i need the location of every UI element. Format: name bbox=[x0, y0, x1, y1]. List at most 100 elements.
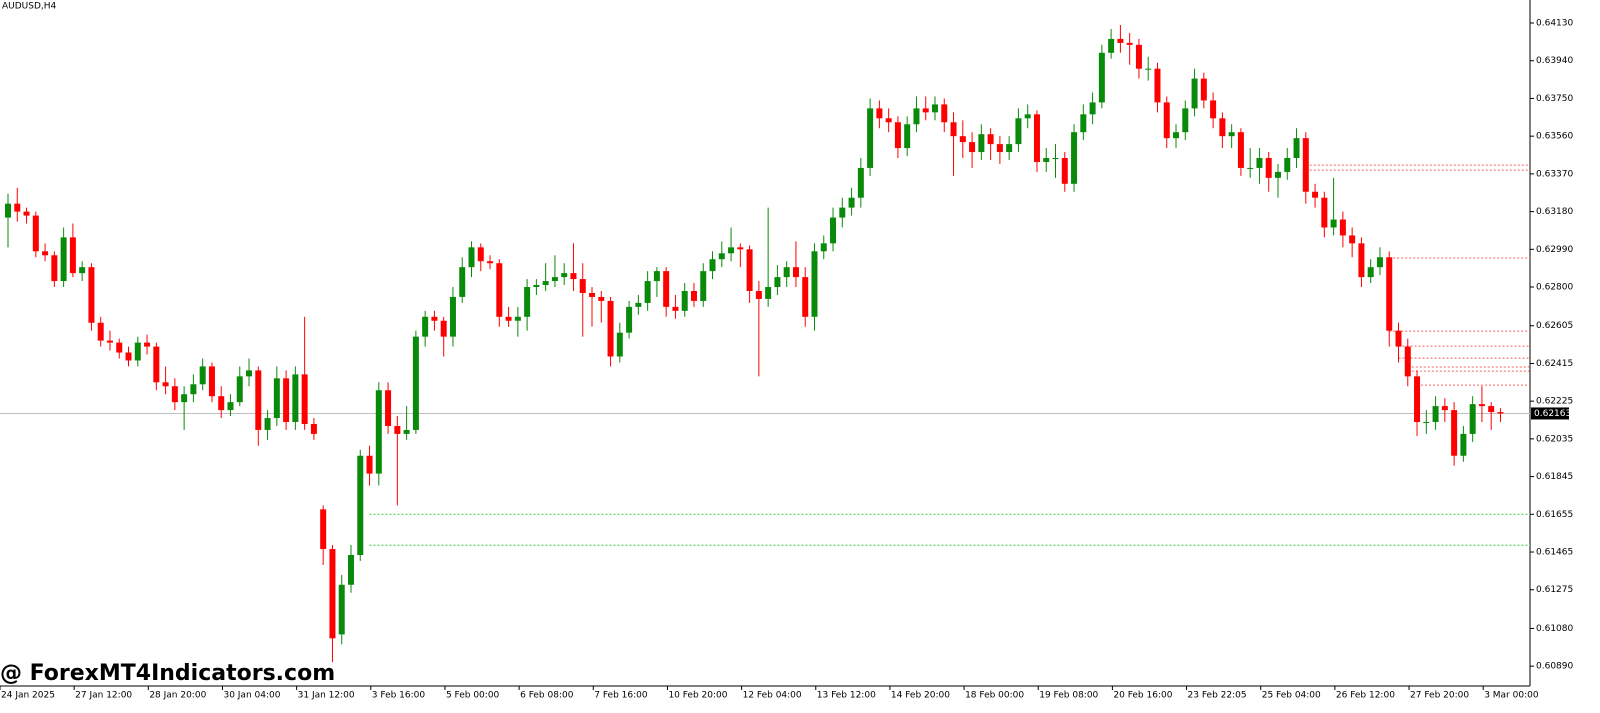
candle-body bbox=[1376, 257, 1383, 268]
candle-body bbox=[246, 370, 253, 377]
candle-body bbox=[1386, 257, 1393, 331]
y-tick-label: 0.61080 bbox=[1536, 624, 1573, 634]
candle-body bbox=[922, 108, 929, 113]
candle-body bbox=[51, 255, 58, 282]
x-tick-label: 3 Mar 00:00 bbox=[1484, 691, 1539, 701]
candle-body bbox=[950, 122, 957, 137]
candle-body bbox=[1080, 114, 1087, 133]
candle-body bbox=[598, 296, 605, 301]
x-tick-label: 30 Jan 04:00 bbox=[223, 691, 280, 701]
candle-body bbox=[792, 267, 799, 278]
x-tick-label: 27 Jan 12:00 bbox=[75, 691, 132, 701]
candle-body bbox=[23, 211, 30, 216]
candle-body bbox=[449, 296, 456, 337]
candle-body bbox=[885, 118, 892, 123]
y-tick-label: 0.63370 bbox=[1536, 169, 1573, 179]
y-tick-label: 0.64130 bbox=[1536, 19, 1573, 29]
candle-body bbox=[1061, 158, 1068, 184]
candle-body bbox=[802, 277, 809, 317]
candle-body bbox=[579, 279, 586, 293]
candle-body bbox=[208, 366, 215, 397]
candle-body bbox=[867, 108, 874, 168]
x-tick-label: 7 Feb 16:00 bbox=[594, 691, 648, 701]
y-tick-label: 0.61275 bbox=[1536, 585, 1573, 595]
candle-body bbox=[653, 271, 660, 282]
candle-body bbox=[1033, 114, 1040, 162]
candle-body bbox=[283, 378, 290, 423]
candle-body bbox=[60, 237, 67, 282]
candle-body bbox=[561, 273, 568, 278]
candle-body bbox=[1414, 376, 1421, 423]
x-tick-label: 13 Feb 12:00 bbox=[817, 691, 876, 701]
candle-body bbox=[1293, 138, 1300, 159]
candle-body bbox=[14, 203, 21, 212]
candle-body bbox=[700, 271, 707, 301]
candle-body bbox=[894, 122, 901, 149]
candle-body bbox=[1071, 132, 1078, 184]
candle-body bbox=[1098, 52, 1105, 103]
y-tick-label: 0.62800 bbox=[1536, 283, 1573, 293]
y-tick-label: 0.63750 bbox=[1536, 94, 1573, 104]
candle-body bbox=[116, 342, 123, 353]
x-tick-label: 25 Feb 04:00 bbox=[1262, 691, 1321, 701]
y-tick-label: 0.61845 bbox=[1536, 472, 1573, 482]
symbol-label: AUDUSD,H4 bbox=[2, 2, 57, 12]
candle-body bbox=[273, 378, 280, 419]
candle-body bbox=[1432, 406, 1439, 423]
x-tick-label: 28 Jan 20:00 bbox=[149, 691, 206, 701]
candle-body bbox=[1321, 197, 1328, 228]
candle-body bbox=[681, 290, 688, 311]
candle-body bbox=[1173, 132, 1180, 139]
candle-body bbox=[477, 247, 484, 262]
candle-body bbox=[765, 287, 772, 299]
candle-body bbox=[1395, 330, 1402, 347]
candle-body bbox=[227, 402, 234, 411]
candle-body bbox=[1256, 158, 1263, 168]
candle-body bbox=[1191, 78, 1198, 109]
y-tick-label: 0.62415 bbox=[1536, 359, 1573, 369]
candle-body bbox=[468, 247, 475, 268]
candle-body bbox=[1497, 412, 1504, 414]
x-tick-label: 14 Feb 20:00 bbox=[891, 691, 950, 701]
candle-body bbox=[672, 306, 679, 311]
candle-body bbox=[218, 396, 225, 411]
candle-body bbox=[496, 263, 503, 317]
candle-body bbox=[181, 394, 188, 403]
candle-body bbox=[626, 306, 633, 333]
y-tick-label: 0.62035 bbox=[1536, 434, 1573, 444]
candle-body bbox=[1284, 158, 1291, 172]
candle-body bbox=[904, 124, 911, 149]
candle-body bbox=[5, 203, 11, 218]
candle-body bbox=[635, 302, 642, 307]
candle-body bbox=[338, 584, 345, 635]
candle-body bbox=[718, 253, 725, 260]
candle-body bbox=[1052, 158, 1059, 160]
candle-body bbox=[412, 336, 419, 430]
candle-body bbox=[1460, 433, 1467, 456]
x-tick-label: 6 Feb 08:00 bbox=[520, 691, 574, 701]
candle-body bbox=[1265, 158, 1272, 178]
candle-body bbox=[1163, 102, 1170, 139]
candle-body bbox=[709, 259, 716, 272]
candle-body bbox=[264, 418, 271, 430]
candle-body bbox=[431, 316, 438, 321]
candle-body bbox=[394, 425, 401, 434]
candle-body bbox=[1089, 102, 1096, 115]
x-tick-label: 24 Jan 2025 bbox=[1, 691, 55, 701]
candle-body bbox=[1015, 118, 1022, 145]
candle-body bbox=[1441, 406, 1448, 411]
candle-body bbox=[366, 455, 373, 474]
candle-body bbox=[375, 390, 382, 474]
candle-body bbox=[969, 142, 976, 153]
candle-body bbox=[811, 251, 818, 317]
candle-body bbox=[162, 382, 169, 387]
candle-body bbox=[422, 316, 429, 337]
candle-body bbox=[783, 267, 790, 278]
candle-body bbox=[97, 322, 104, 341]
candle-body bbox=[1228, 132, 1235, 137]
candle-body bbox=[755, 290, 762, 299]
candle-body bbox=[440, 320, 447, 337]
candle-body bbox=[171, 386, 178, 403]
y-tick-label: 0.62225 bbox=[1536, 397, 1573, 407]
